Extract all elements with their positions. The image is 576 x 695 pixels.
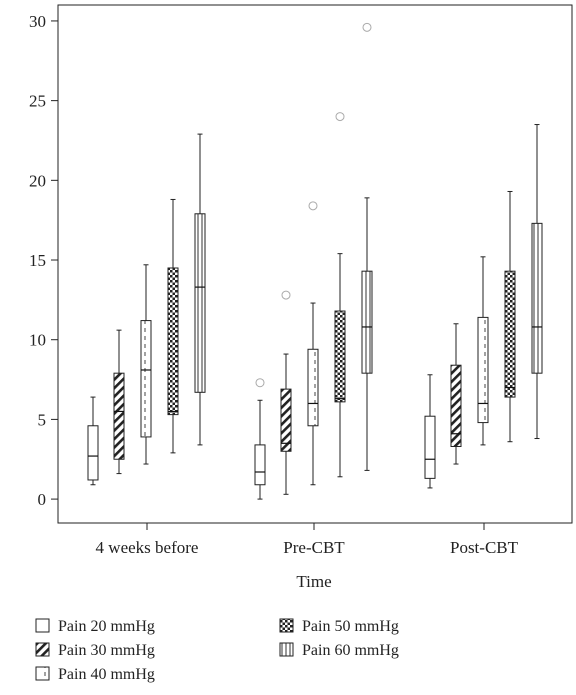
box-body xyxy=(307,348,319,427)
plot-frame xyxy=(57,4,573,524)
box-2-3 xyxy=(450,323,462,465)
box-body xyxy=(477,316,489,424)
outlier-point xyxy=(335,112,345,122)
box-1-3 xyxy=(424,374,436,489)
x-category-label: 4 weeks before xyxy=(96,538,199,557)
box-body xyxy=(334,310,346,403)
y-tick-label: 25 xyxy=(29,92,46,111)
legend-label: Pain 30 mmHg xyxy=(58,642,155,659)
legend-item: Pain 60 mmHg xyxy=(279,642,399,659)
y-tick-label: 20 xyxy=(29,171,46,190)
box-5-3 xyxy=(531,124,543,440)
box-body xyxy=(194,213,206,393)
box-body xyxy=(140,320,152,438)
box-body xyxy=(424,415,436,479)
y-tick-label: 0 xyxy=(38,490,47,509)
y-tick-label: 30 xyxy=(29,12,46,31)
outlier-point xyxy=(362,22,372,32)
box-body xyxy=(254,444,266,486)
x-category-label: Post-CBT xyxy=(450,538,519,557)
legend-item: Pain 40 mmHg xyxy=(35,666,155,683)
legend-label: Pain 60 mmHg xyxy=(302,642,399,659)
plot-area xyxy=(87,22,543,500)
box-3-1 xyxy=(140,264,152,465)
box-body xyxy=(450,364,462,447)
legend-swatch xyxy=(35,642,50,657)
box-3-3 xyxy=(477,256,489,446)
outlier-point xyxy=(308,201,318,211)
outlier-point xyxy=(281,290,291,300)
y-tick-label: 10 xyxy=(29,331,46,350)
box-5-1 xyxy=(194,133,206,446)
legend-swatch xyxy=(35,666,50,681)
x-category-label: Pre-CBT xyxy=(283,538,345,557)
legend-item: Pain 30 mmHg xyxy=(35,642,155,659)
legend-label: Pain 50 mmHg xyxy=(302,618,399,635)
legend-item: Pain 50 mmHg xyxy=(279,618,399,635)
box-1-1 xyxy=(87,396,99,486)
box-5-2 xyxy=(361,22,373,471)
legend-swatch xyxy=(279,642,294,657)
box-4-1 xyxy=(167,198,179,454)
legend-label: Pain 40 mmHg xyxy=(58,666,155,683)
box-2-2 xyxy=(280,290,292,495)
x-axis-title: Time xyxy=(296,572,331,591)
box-body xyxy=(361,270,373,374)
box-body xyxy=(113,372,125,460)
box-3-2 xyxy=(307,201,319,486)
outlier-point xyxy=(255,378,265,388)
legend-swatch xyxy=(35,618,50,633)
legend-label: Pain 20 mmHg xyxy=(58,618,155,635)
box-body xyxy=(280,388,292,452)
axes: 0 5 10 15 20 25 30 4 weeks before Pre-CBT Post-CB… xyxy=(29,4,573,557)
box-2-1 xyxy=(113,329,125,475)
box-body xyxy=(531,222,543,374)
box-body xyxy=(504,270,516,398)
y-tick-label: 5 xyxy=(38,410,47,429)
box-1-2 xyxy=(254,378,266,500)
box-body xyxy=(167,267,179,416)
legend: Pain 20 mmHg Pain 30 mmHg Pain 40 mmHg Pain… xyxy=(35,618,399,683)
box-body xyxy=(87,425,99,481)
box-4-2 xyxy=(334,112,346,478)
y-tick-label: 15 xyxy=(29,251,46,270)
legend-item: Pain 20 mmHg xyxy=(35,618,155,635)
box-4-3 xyxy=(504,190,516,443)
legend-swatch xyxy=(279,618,294,633)
